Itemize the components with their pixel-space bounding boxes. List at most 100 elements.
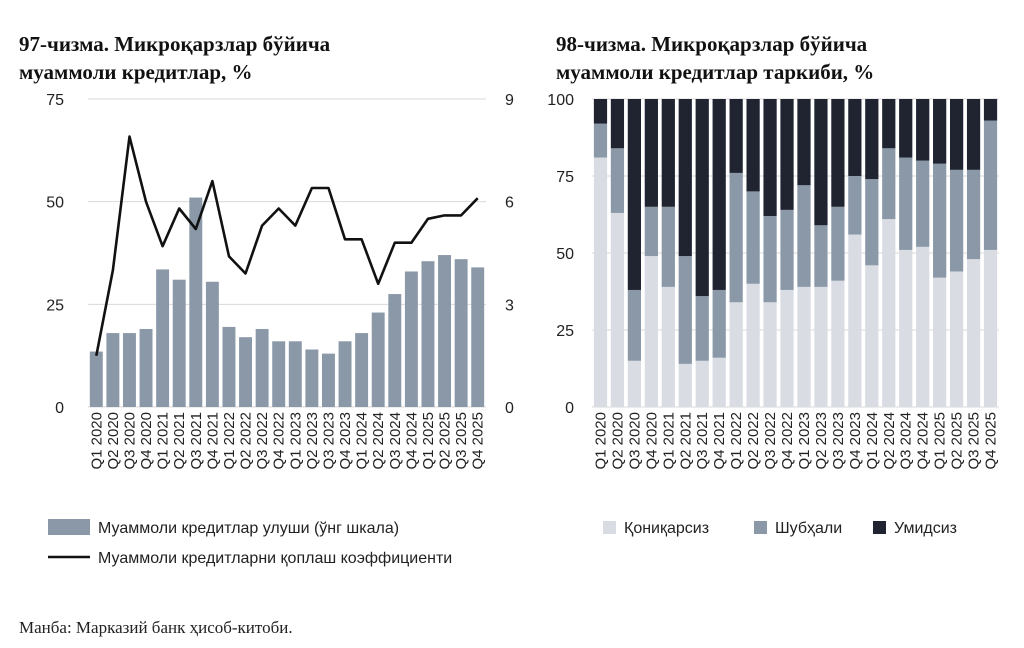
chart2-bar-segment bbox=[899, 157, 913, 250]
chart1-bar bbox=[272, 341, 286, 407]
chart2-bar-segment bbox=[729, 99, 743, 173]
chart1-bar bbox=[222, 326, 236, 407]
chart1-bar bbox=[156, 269, 170, 407]
chart2-x-tick: Q4 2020 bbox=[643, 412, 660, 470]
chart2-bar-segment bbox=[678, 363, 692, 407]
chart2-x-tick: Q1 2021 bbox=[660, 412, 677, 470]
chart1-title-line2: муаммоли кредитлар, % bbox=[19, 60, 253, 84]
chart2-legend-swatch bbox=[754, 521, 767, 534]
chart2-x-tick: Q4 2024 bbox=[915, 412, 932, 470]
chart1-x-tick: Q1 2025 bbox=[420, 412, 437, 470]
chart2-bar-segment bbox=[780, 289, 794, 407]
chart1-legend-label-bar: Муаммоли кредитлар улуши (ўнг шкала) bbox=[98, 520, 399, 537]
chart1-bar bbox=[471, 267, 485, 407]
chart2-bar-segment bbox=[644, 256, 658, 407]
chart2-bar-segment bbox=[814, 225, 828, 287]
chart2-bar-segment bbox=[763, 216, 777, 303]
chart2-bar-segment bbox=[916, 246, 930, 407]
chart2-bar-segment bbox=[848, 234, 862, 407]
chart1-x-tick: Q4 2025 bbox=[470, 412, 487, 470]
chart2-bar-segment bbox=[966, 169, 981, 260]
chart2-legend-swatch bbox=[873, 521, 886, 534]
chart2-x-tick: Q1 2023 bbox=[796, 412, 813, 470]
chart2-bar-segment bbox=[593, 157, 608, 407]
chart2-bar-segment bbox=[865, 265, 879, 407]
chart1-bar bbox=[371, 312, 385, 407]
chart1-x-tick: Q3 2023 bbox=[320, 412, 337, 470]
chart2-bar-segment bbox=[695, 360, 709, 407]
chart1-left-tick: 0 bbox=[55, 400, 64, 417]
chart2-bar-segment bbox=[593, 123, 608, 158]
chart1-right-tick: 9 bbox=[505, 92, 514, 109]
chart1-x-tick: Q2 2020 bbox=[105, 412, 122, 470]
chart2-bar-segment bbox=[695, 99, 709, 297]
chart1-bar bbox=[388, 294, 402, 407]
chart2-bar-segment bbox=[865, 179, 879, 266]
chart2-bar-segment bbox=[627, 360, 642, 407]
chart2-bar-segment bbox=[644, 99, 658, 207]
chart1-right-tick: 3 bbox=[505, 297, 514, 314]
chart1-title: 97-чизма. Микроқарзлар бўйича муаммоли к… bbox=[19, 30, 330, 86]
chart2-x-tick: Q3 2023 bbox=[830, 412, 847, 470]
chart2-bar-segment bbox=[712, 99, 726, 290]
chart2-bar-segment bbox=[729, 302, 743, 407]
chart1-bar bbox=[305, 349, 319, 407]
chart1-bar bbox=[321, 353, 335, 407]
chart2-bar-segment bbox=[966, 99, 981, 170]
chart1-x-tick: Q2 2024 bbox=[370, 412, 387, 470]
chart2-x-tick: Q2 2020 bbox=[609, 412, 626, 470]
chart2-legend-label: Қониқарсиз bbox=[624, 520, 709, 537]
chart2-bar-segment bbox=[627, 289, 642, 361]
chart2-bar-segment bbox=[661, 99, 675, 207]
chart1-x-tick: Q2 2023 bbox=[304, 412, 321, 470]
chart1-bar bbox=[404, 271, 418, 407]
chart2-bar-segment bbox=[966, 259, 981, 407]
chart1-x-tick: Q3 2022 bbox=[254, 412, 271, 470]
chart2-x-tick: Q1 2020 bbox=[592, 412, 609, 470]
chart1-bar bbox=[122, 333, 136, 407]
chart1-legend-label-line: Муаммоли кредитларни қоплаш коэффициенти bbox=[98, 550, 452, 567]
chart1-right-tick: 6 bbox=[505, 195, 514, 212]
chart2-bar-segment bbox=[831, 99, 845, 207]
chart2-bar-segment bbox=[746, 191, 760, 284]
chart1-bar bbox=[438, 255, 452, 407]
chart1-bar bbox=[139, 328, 153, 407]
chart2-bar-segment bbox=[712, 289, 726, 358]
chart2-bar-segment bbox=[916, 160, 930, 247]
chart2-title-line1: 98-чизма. Микроқарзлар бўйича bbox=[556, 32, 868, 56]
chart1-bar bbox=[288, 341, 302, 407]
chart2-bar-segment bbox=[678, 256, 692, 364]
chart1-x-tick: Q2 2021 bbox=[171, 412, 188, 470]
chart2-bar-segment bbox=[610, 99, 625, 149]
chart2-bar-segment bbox=[983, 249, 998, 407]
chart2-bar-segment bbox=[797, 185, 811, 287]
chart2-bar-segment bbox=[644, 206, 658, 257]
chart2-bar-segment bbox=[983, 99, 998, 121]
chart2-bar-segment bbox=[780, 99, 794, 210]
chart1-bar bbox=[255, 328, 269, 407]
chart2-x-tick: Q1 2022 bbox=[728, 412, 745, 470]
chart2-x-tick: Q2 2024 bbox=[881, 412, 898, 470]
chart2-legend-swatch bbox=[603, 521, 616, 534]
chart2-bar-segment bbox=[780, 209, 794, 290]
chart2-legend-label: Шубҳали bbox=[775, 520, 842, 537]
chart2-x-tick: Q4 2021 bbox=[711, 412, 728, 470]
chart1-bar bbox=[355, 333, 369, 407]
chart2-x-tick: Q2 2025 bbox=[949, 412, 966, 470]
chart2-bar-segment bbox=[729, 172, 743, 303]
chart2-bar-segment bbox=[763, 99, 777, 217]
source-note: Манба: Марказий банк ҳисоб-китоби. bbox=[19, 618, 293, 637]
chart2-x-tick: Q2 2021 bbox=[677, 412, 694, 470]
chart1-bar bbox=[239, 337, 253, 407]
chart2-x-tick: Q3 2022 bbox=[762, 412, 779, 470]
chart2-bar-segment bbox=[865, 99, 879, 180]
chart2-bar-segment bbox=[831, 280, 845, 407]
chart2-y-tick: 75 bbox=[556, 169, 574, 186]
chart2-bar-segment bbox=[746, 99, 760, 192]
chart2-bar-segment bbox=[610, 148, 625, 213]
chart1-x-tick: Q3 2025 bbox=[453, 412, 470, 470]
chart2-bar-segment bbox=[797, 99, 811, 186]
chart2-bar-segment bbox=[763, 302, 777, 407]
chart2-bar-segment bbox=[848, 176, 862, 235]
chart2-bar-segment bbox=[899, 99, 913, 158]
